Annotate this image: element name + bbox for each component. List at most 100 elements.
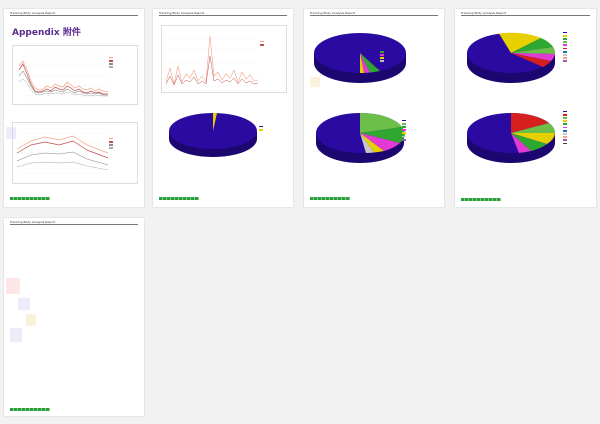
legend-item bbox=[109, 59, 115, 62]
hours-chart-svg bbox=[18, 55, 109, 97]
days-series-1 bbox=[165, 35, 259, 85]
hours-series-1 bbox=[18, 60, 109, 93]
footer-bar bbox=[10, 408, 50, 411]
footer-bar bbox=[461, 198, 501, 201]
page-header-left: Tracking Body Analysis Report bbox=[10, 11, 56, 15]
pie-slice bbox=[511, 133, 555, 144]
legend-item bbox=[563, 44, 569, 47]
pie-slice bbox=[511, 47, 556, 54]
header-rule bbox=[10, 15, 138, 16]
decoration-shape bbox=[26, 314, 36, 326]
legend-item bbox=[380, 57, 386, 60]
resolution-pie-svg bbox=[467, 32, 556, 83]
decoration-shape bbox=[310, 77, 320, 87]
os-pie-chart bbox=[161, 105, 285, 163]
decoration-shape bbox=[6, 127, 16, 139]
os-version-pie-svg bbox=[314, 33, 406, 83]
legend-item bbox=[402, 135, 408, 138]
pie-slice bbox=[360, 53, 380, 73]
legend-item bbox=[563, 132, 569, 135]
os-version-pie-chart bbox=[308, 27, 440, 87]
visits-length-legend bbox=[563, 110, 569, 145]
appendix-page-1: Tracking Body Analysis Report Appendix 附… bbox=[4, 9, 144, 207]
pie-slice bbox=[511, 123, 555, 133]
legend-item bbox=[260, 43, 266, 46]
hours-legend bbox=[109, 56, 115, 69]
appendix-title: Appendix 附件 bbox=[12, 28, 81, 38]
legend-item bbox=[380, 53, 386, 56]
legend-item bbox=[563, 34, 569, 37]
header-rule bbox=[461, 15, 590, 16]
legend-item bbox=[563, 50, 569, 53]
footer-bar bbox=[310, 197, 350, 200]
grid-lines bbox=[19, 55, 108, 97]
legend-item bbox=[563, 116, 569, 119]
legend-item bbox=[259, 125, 265, 128]
legend-item bbox=[402, 122, 408, 125]
header-rule bbox=[310, 15, 438, 16]
grid-lines bbox=[166, 37, 258, 87]
page-header-left: Tracking Body Analysis Report bbox=[10, 220, 56, 224]
weekday-series-3 bbox=[16, 151, 109, 166]
os-pie-svg bbox=[169, 112, 257, 157]
days-series-2 bbox=[165, 55, 259, 86]
legend-item bbox=[109, 56, 115, 59]
pie-slice bbox=[360, 133, 384, 153]
pie-slice bbox=[360, 113, 402, 133]
legend-item bbox=[563, 139, 569, 142]
legend-item bbox=[563, 57, 569, 60]
pie-slice bbox=[360, 53, 364, 74]
legend-item bbox=[563, 126, 569, 129]
hours-series-3 bbox=[18, 70, 108, 96]
days-legend bbox=[260, 40, 266, 46]
visits-length-pie-svg bbox=[467, 113, 555, 163]
decoration-shape bbox=[18, 298, 30, 310]
legend-item bbox=[563, 31, 569, 34]
appendix-page-3: Tracking Body Analysis Report bbox=[304, 9, 444, 207]
pie-slice bbox=[499, 32, 541, 53]
legend-item bbox=[563, 110, 569, 113]
weekday-series-4 bbox=[16, 161, 109, 171]
hours-series-2 bbox=[18, 63, 108, 95]
legend-item bbox=[563, 113, 569, 116]
legend-item bbox=[109, 62, 115, 65]
legend-item bbox=[563, 123, 569, 126]
page-header-left: Tracking Body Analysis Report bbox=[310, 11, 356, 15]
decoration-shape bbox=[6, 278, 20, 294]
appendix-page-4: Tracking Body Analysis Report bbox=[455, 9, 596, 207]
legend-item bbox=[260, 40, 266, 43]
os-version-legend bbox=[380, 47, 386, 63]
legend-item bbox=[380, 47, 386, 50]
pie-slice bbox=[511, 53, 555, 61]
weekday-legend bbox=[109, 137, 115, 150]
legend-item bbox=[563, 47, 569, 50]
legend-item bbox=[563, 37, 569, 40]
decoration-shape bbox=[10, 328, 22, 342]
pie-slice bbox=[360, 133, 400, 151]
weekday-series-1 bbox=[16, 135, 109, 154]
weekday-chart-svg bbox=[16, 132, 109, 174]
pie-slice bbox=[360, 133, 374, 153]
legend-item bbox=[563, 136, 569, 139]
weekday-line-chart bbox=[12, 122, 138, 184]
pie-slice bbox=[360, 53, 370, 73]
footer-bar bbox=[10, 197, 50, 200]
hours-line-chart bbox=[12, 45, 138, 105]
hours-series-4 bbox=[18, 78, 108, 97]
legend-item bbox=[402, 125, 408, 128]
appendix-page-5: Tracking Body Analysis Report bbox=[4, 218, 144, 416]
legend-item bbox=[402, 129, 408, 132]
legend-item bbox=[259, 128, 265, 131]
legend-item bbox=[109, 140, 115, 143]
legend-item bbox=[563, 120, 569, 123]
page-header-left: Tracking Body Analysis Report bbox=[461, 11, 507, 15]
weekday-series-2 bbox=[16, 140, 109, 159]
days-line-chart bbox=[161, 25, 287, 93]
pie-slice bbox=[360, 127, 405, 143]
legend-item bbox=[380, 60, 386, 63]
legend-item bbox=[109, 143, 115, 146]
pie-slice bbox=[511, 38, 553, 53]
pie-slice bbox=[511, 53, 551, 67]
legend-item bbox=[109, 137, 115, 140]
visits-length-pie-chart bbox=[459, 107, 593, 169]
